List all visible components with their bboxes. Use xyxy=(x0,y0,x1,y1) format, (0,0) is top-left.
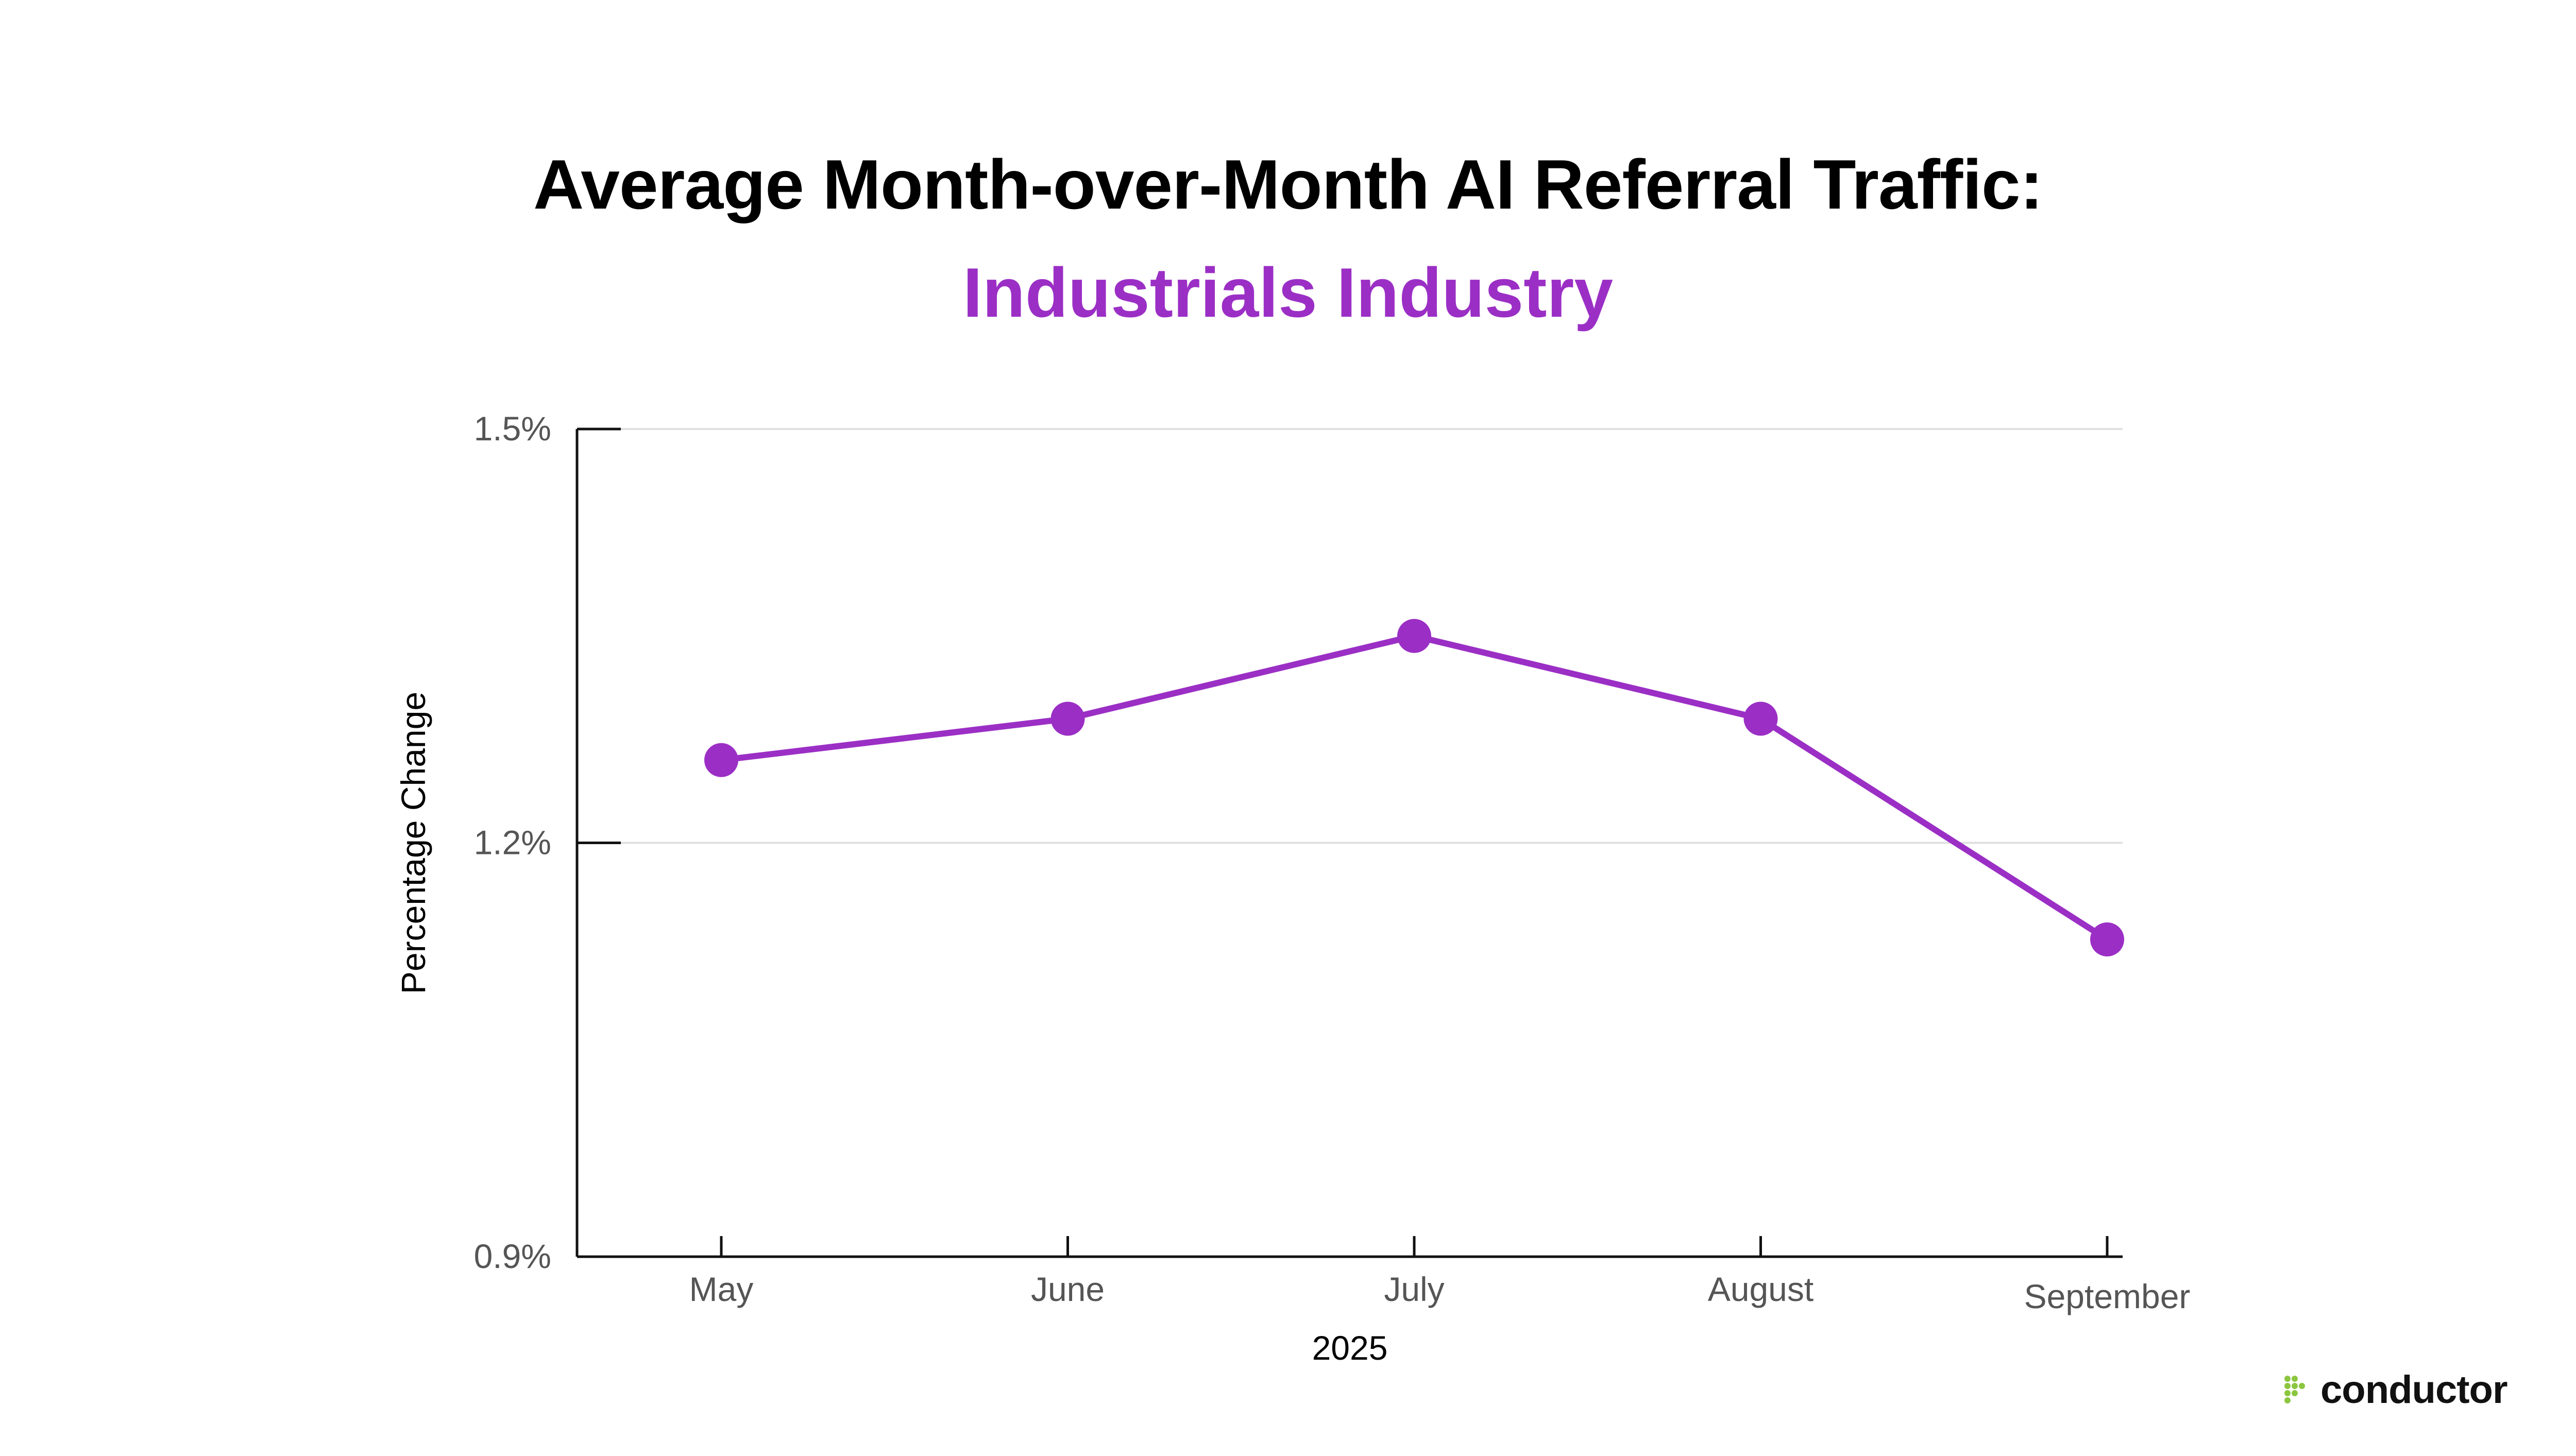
data-point xyxy=(1050,701,1085,736)
conductor-dots-icon xyxy=(2284,1375,2305,1403)
x-axis-title: 2025 xyxy=(1312,1329,1388,1367)
logo-dot xyxy=(2284,1390,2291,1396)
x-tick-label: July xyxy=(1384,1270,1444,1308)
chart-title: Average Month-over-Month AI Referral Tra… xyxy=(533,145,2043,224)
logo-dot xyxy=(2299,1382,2305,1389)
logo-dot xyxy=(2292,1382,2298,1389)
y-axis-title: Percentage Change xyxy=(394,692,432,994)
y-tick-label: 0.9% xyxy=(474,1237,551,1275)
gridlines xyxy=(577,428,2123,844)
data-point xyxy=(2090,922,2124,956)
series-line xyxy=(721,632,2109,943)
conductor-logo: conductor xyxy=(2282,1367,2508,1412)
y-ticks: 1.5% 1.2% 0.9% xyxy=(474,409,621,1275)
logo-dot xyxy=(2284,1382,2291,1389)
data-point xyxy=(1743,701,1778,736)
x-ticks: May June July August September xyxy=(689,1236,2191,1315)
chart-subtitle: Industrials Industry xyxy=(963,253,1613,332)
y-tick-label: 1.2% xyxy=(474,824,551,862)
logo-dot xyxy=(2284,1375,2291,1382)
logo-dot xyxy=(2292,1390,2298,1396)
series-layer xyxy=(704,619,2124,956)
data-point xyxy=(1397,619,1431,653)
logo-dot xyxy=(2284,1397,2291,1403)
logo-dot xyxy=(2292,1375,2298,1382)
x-tick-label: September xyxy=(2024,1277,2191,1315)
x-tick-label: August xyxy=(1708,1270,1814,1308)
y-tick-label: 1.5% xyxy=(474,409,551,448)
logo-text: conductor xyxy=(2320,1368,2508,1412)
x-tick-label: May xyxy=(689,1270,754,1308)
x-tick-label: June xyxy=(1031,1270,1105,1308)
data-point xyxy=(704,743,738,777)
